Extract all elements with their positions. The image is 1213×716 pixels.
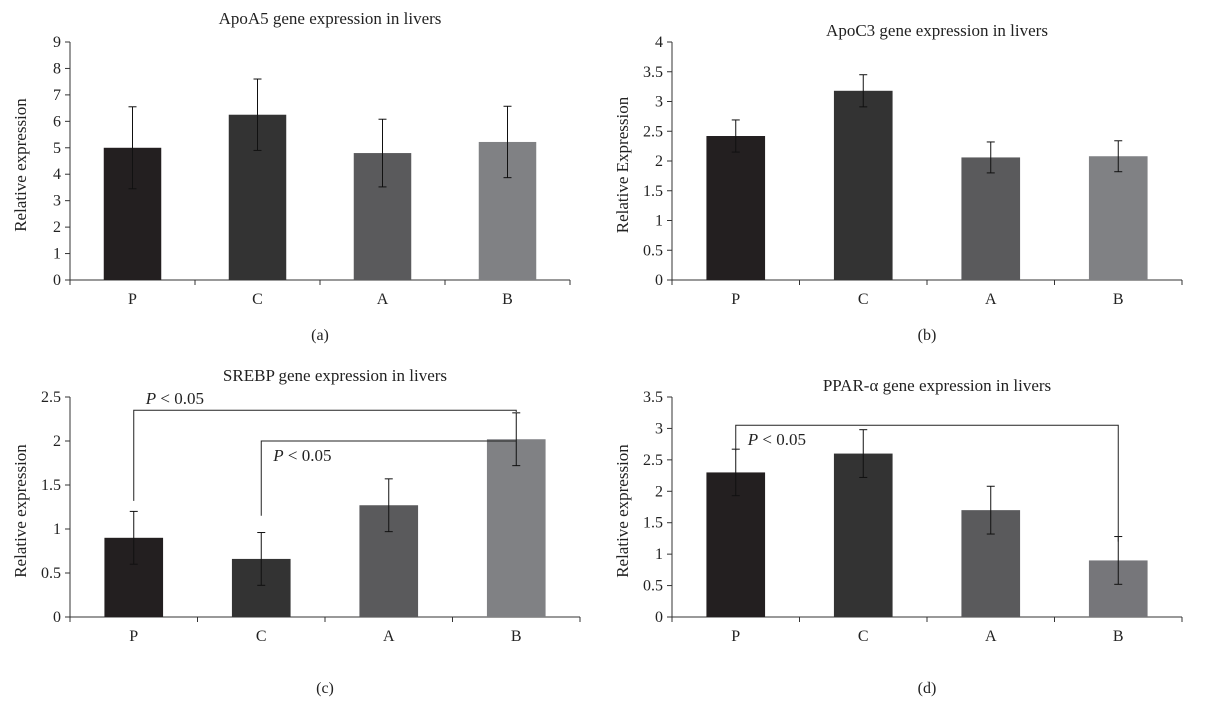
category-label-B: B: [511, 628, 522, 645]
chart-panel-b: ApoC3 gene expression in livers 0 0.5 1 1.5 2…: [610, 4, 1200, 354]
significance-bracket: [735, 424, 1119, 542]
category-label-B: B: [1113, 628, 1124, 645]
significance-bracket: [260, 440, 517, 516]
y-tick-label: 9: [53, 34, 61, 51]
chart-title: ApoC3 gene expression in livers: [826, 21, 1048, 40]
significance-label: P < 0.05: [145, 389, 204, 408]
y-tick-label: 0.5: [643, 578, 663, 595]
y-tick-label: 7: [53, 87, 61, 104]
chart-svg-a: ApoA5 gene expression in livers 0 1 2 3 4 5 6 7 8…: [11, 9, 571, 344]
y-tick-label: 0.5: [643, 242, 663, 259]
y-tick-label: 4: [53, 166, 61, 183]
y-axis-label: Relative Expression: [613, 96, 632, 233]
category-label-P: P: [731, 628, 740, 645]
y-tick-label: 3.5: [643, 389, 663, 406]
y-tick-label: 1.5: [643, 183, 663, 200]
chart-svg-d: PPAR-α gene expression in livers 0 0.5 1 1.5…: [613, 376, 1183, 697]
chart-svg-c: SREBP gene expression in livers 0 0.5 1 1.5 2…: [11, 366, 581, 697]
subcaption: (b): [918, 327, 937, 344]
bar-C: [833, 90, 893, 280]
category-label-A: A: [985, 628, 997, 645]
significance-bracket: [133, 409, 517, 501]
y-tick-label: 0.5: [41, 565, 61, 582]
category-label-C: C: [858, 291, 869, 308]
category-label-B: B: [502, 291, 513, 308]
y-tick-label: 3: [655, 94, 663, 111]
category-label-P: P: [731, 291, 740, 308]
subcaption: (a): [311, 327, 329, 344]
bar-B: [486, 439, 546, 617]
y-tick-label: 0: [655, 609, 663, 626]
chart-title: PPAR-α gene expression in livers: [823, 376, 1051, 395]
y-tick-label: 1: [53, 521, 61, 538]
y-tick-label: 3: [655, 420, 663, 437]
bar-P: [706, 136, 766, 280]
significance-label: P < 0.05: [747, 430, 806, 449]
y-axis-label: Relative expression: [11, 98, 30, 232]
y-tick-label: 2: [655, 153, 663, 170]
chart-title: SREBP gene expression in livers: [223, 366, 447, 385]
y-axis-label: Relative expression: [11, 444, 30, 578]
y-tick-label: 2.5: [41, 389, 61, 406]
y-tick-label: 1.5: [643, 515, 663, 532]
category-label-B: B: [1113, 291, 1124, 308]
category-label-A: A: [383, 628, 395, 645]
chart-panel-d: PPAR-α gene expression in livers 0 0.5 1 1.5…: [610, 363, 1200, 713]
y-tick-label: 3.5: [643, 64, 663, 81]
category-label-A: A: [377, 291, 389, 308]
y-tick-label: 1.5: [41, 477, 61, 494]
y-tick-label: 2.5: [643, 452, 663, 469]
y-tick-label: 0: [655, 272, 663, 289]
y-tick-label: 2: [53, 219, 61, 236]
chart-title: ApoA5 gene expression in livers: [219, 9, 442, 28]
y-tick-label: 3: [53, 193, 61, 210]
bar-P: [706, 472, 766, 617]
category-label-P: P: [129, 628, 138, 645]
y-tick-label: 4: [655, 34, 663, 51]
y-tick-label: 1: [53, 246, 61, 263]
y-tick-label: 2: [53, 433, 61, 450]
y-tick-label: 2: [655, 483, 663, 500]
y-tick-label: 6: [53, 113, 61, 130]
subcaption: (c): [316, 680, 334, 697]
y-tick-label: 8: [53, 60, 61, 77]
y-tick-label: 2.5: [643, 123, 663, 140]
y-tick-label: 0: [53, 609, 61, 626]
category-label-C: C: [252, 291, 263, 308]
bar-C: [833, 453, 893, 617]
subcaption: (d): [918, 680, 937, 697]
chart-panel-c: SREBP gene expression in livers 0 0.5 1 1.5 2…: [8, 363, 598, 713]
category-label-C: C: [858, 628, 869, 645]
chart-svg-b: ApoC3 gene expression in livers 0 0.5 1 1.5 2…: [613, 21, 1183, 344]
bar-B: [1088, 156, 1148, 280]
y-tick-label: 0: [53, 272, 61, 289]
category-label-C: C: [256, 628, 267, 645]
y-tick-label: 1: [655, 546, 663, 563]
y-tick-label: 5: [53, 140, 61, 157]
y-axis-label: Relative expression: [613, 444, 632, 578]
category-label-A: A: [985, 291, 997, 308]
chart-panel-a: ApoA5 gene expression in livers 0 1 2 3 4 5 6 7 8…: [8, 4, 598, 354]
bar-A: [961, 157, 1021, 280]
category-label-P: P: [128, 291, 137, 308]
significance-label: P < 0.05: [272, 446, 331, 465]
y-tick-label: 1: [655, 213, 663, 230]
